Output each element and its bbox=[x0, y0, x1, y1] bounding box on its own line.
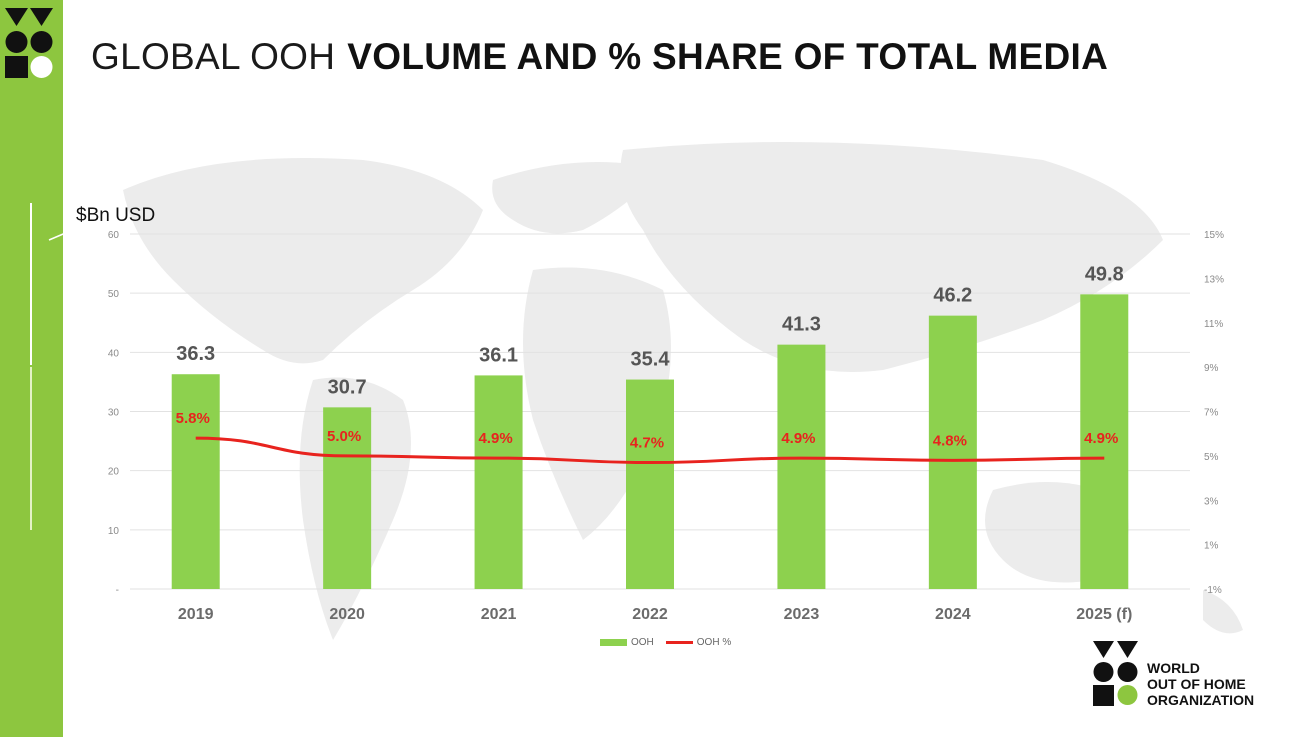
legend-bar-swatch bbox=[600, 639, 627, 646]
legend-label-ooh-pct: OOH % bbox=[696, 637, 732, 648]
bar-value-label: 46.2 bbox=[933, 285, 972, 307]
line-value-label: 4.9% bbox=[478, 430, 512, 447]
x-tick-label: 2020 bbox=[329, 606, 365, 623]
world-map-background bbox=[123, 142, 1243, 640]
line-value-label: 4.9% bbox=[1084, 430, 1118, 447]
line-value-label: 5.0% bbox=[327, 428, 361, 445]
bar-value-label: 35.4 bbox=[631, 349, 671, 371]
bar bbox=[474, 375, 523, 589]
y-tick-label: 40 bbox=[108, 348, 120, 359]
title-light: GLOBAL OOH bbox=[91, 36, 336, 77]
y-tick-label: 60 bbox=[108, 230, 120, 241]
y2-tick-label: 13% bbox=[1204, 274, 1224, 285]
legend-label-ooh: OOH bbox=[631, 637, 654, 648]
y2-tick-label: 9% bbox=[1204, 363, 1219, 374]
y2-tick-label: 5% bbox=[1204, 452, 1219, 463]
x-tick-label: 2025 (f) bbox=[1076, 606, 1132, 623]
y-tick-label: - bbox=[116, 585, 119, 596]
bar-value-label: 49.8 bbox=[1085, 263, 1124, 285]
sidebar-divider bbox=[30, 367, 32, 530]
bar bbox=[777, 344, 826, 589]
y2-tick-label: 3% bbox=[1204, 496, 1219, 507]
x-tick-label: 2022 bbox=[632, 606, 668, 623]
bar bbox=[626, 379, 674, 589]
x-tick-label: 2021 bbox=[481, 606, 517, 623]
y-tick-label: 30 bbox=[108, 408, 120, 419]
bar-value-label: 41.3 bbox=[782, 314, 821, 336]
y2-tick-label: -1% bbox=[1204, 585, 1222, 596]
y-tick-label: 50 bbox=[108, 289, 120, 300]
bar bbox=[928, 315, 977, 589]
brand-line: WORLD bbox=[1147, 660, 1200, 676]
wooh-brand-logo-icon bbox=[1093, 641, 1138, 706]
bar bbox=[323, 407, 372, 589]
line-value-label: 4.9% bbox=[781, 430, 815, 447]
bar bbox=[171, 374, 220, 589]
x-tick-label: 2023 bbox=[784, 606, 820, 623]
wooh-logo-icon bbox=[5, 8, 53, 78]
bar-value-label: 36.1 bbox=[479, 344, 518, 366]
bar-value-label: 30.7 bbox=[328, 376, 367, 398]
page-title: GLOBAL OOH VOLUME AND % SHARE OF TOTAL ME… bbox=[91, 36, 1108, 78]
bar bbox=[1080, 294, 1129, 589]
unit-leader-line bbox=[48, 228, 76, 241]
share-line bbox=[195, 436, 1105, 465]
legend: OOH OOH % bbox=[600, 637, 731, 648]
brand-line: ORGANIZATION bbox=[1147, 692, 1255, 708]
y-tick-label: 10 bbox=[108, 526, 120, 537]
title-bold: VOLUME AND % SHARE OF TOTAL MEDIA bbox=[347, 36, 1109, 77]
y2-tick-label: 7% bbox=[1204, 408, 1219, 419]
brand-name: WORLD OUT OF HOME ORGANIZATION bbox=[1147, 660, 1254, 708]
y-tick-label: 20 bbox=[108, 467, 120, 478]
y2-tick-label: 11% bbox=[1204, 319, 1223, 330]
bar-value-label: 36.3 bbox=[176, 343, 215, 365]
x-tick-label: 2019 bbox=[178, 606, 214, 623]
line-value-label: 4.8% bbox=[933, 432, 967, 449]
sidebar bbox=[0, 0, 63, 737]
line-value-label: 5.8% bbox=[176, 410, 210, 427]
brand-line: OUT OF HOME bbox=[1147, 676, 1246, 692]
y2-tick-label: 1% bbox=[1204, 541, 1219, 552]
line-value-label: 4.7% bbox=[630, 435, 664, 452]
sidebar-divider bbox=[30, 203, 32, 365]
y2-tick-label: 15% bbox=[1204, 230, 1224, 241]
y-axis-unit-label: $Bn USD bbox=[76, 205, 156, 226]
x-tick-label: 2024 bbox=[935, 606, 971, 623]
legend-line-swatch bbox=[665, 641, 693, 644]
